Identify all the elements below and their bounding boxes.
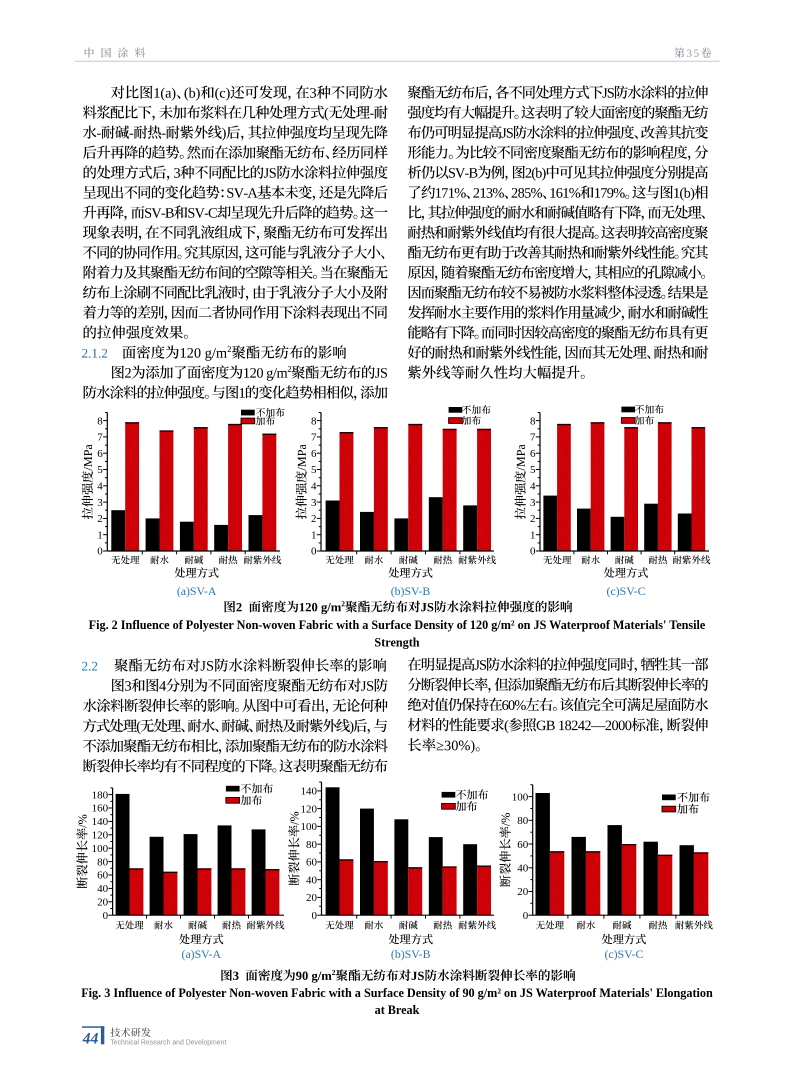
svg-text:0: 0 xyxy=(530,546,536,558)
svg-text:8: 8 xyxy=(311,415,317,427)
svg-text:7: 7 xyxy=(311,432,317,444)
svg-text:7: 7 xyxy=(97,432,103,444)
svg-text:(b)SV-B: (b)SV-B xyxy=(391,584,431,598)
svg-text:2: 2 xyxy=(311,513,317,525)
svg-text:(b)SV-B: (b)SV-B xyxy=(391,947,431,961)
svg-text:80: 80 xyxy=(517,815,529,827)
svg-text:0: 0 xyxy=(523,910,529,922)
svg-text:60: 60 xyxy=(306,857,318,869)
svg-text:100: 100 xyxy=(301,821,318,833)
svg-text:7: 7 xyxy=(530,432,536,444)
svg-text:2: 2 xyxy=(530,513,536,525)
svg-text:1: 1 xyxy=(311,529,317,541)
svg-text:8: 8 xyxy=(530,415,536,427)
svg-text:20: 20 xyxy=(97,897,109,909)
svg-text:140: 140 xyxy=(92,816,109,828)
svg-text:1: 1 xyxy=(530,529,536,541)
svg-text:0: 0 xyxy=(312,910,318,922)
svg-text:Strength: Strength xyxy=(374,635,419,649)
svg-text:6: 6 xyxy=(311,448,317,460)
svg-text:3: 3 xyxy=(97,497,103,509)
svg-text:(c)SV-C: (c)SV-C xyxy=(604,947,643,961)
svg-text:120: 120 xyxy=(301,803,318,815)
svg-text:8: 8 xyxy=(97,415,103,427)
svg-text:4: 4 xyxy=(97,481,103,493)
svg-text:40: 40 xyxy=(306,874,318,886)
svg-text:4: 4 xyxy=(311,481,317,493)
svg-text:1: 1 xyxy=(97,529,103,541)
svg-text:4: 4 xyxy=(530,481,536,493)
svg-text:40: 40 xyxy=(97,883,109,895)
svg-text:5: 5 xyxy=(530,464,536,476)
svg-text:140: 140 xyxy=(301,786,318,798)
svg-text:(a)SV-A: (a)SV-A xyxy=(182,947,222,961)
svg-text:Fig. 3 Influence of Polyeste: Fig. 3 Influence of Polyester Non-woven … xyxy=(81,986,713,1000)
svg-text:5: 5 xyxy=(311,464,317,476)
svg-text:0: 0 xyxy=(311,546,317,558)
svg-text:0: 0 xyxy=(103,910,109,922)
svg-text:120: 120 xyxy=(92,830,109,842)
svg-text:180: 180 xyxy=(92,789,109,801)
svg-text:3: 3 xyxy=(311,497,317,509)
svg-text:60: 60 xyxy=(97,870,109,882)
svg-text:Fig. 2 Influence of Polyeste: Fig. 2 Influence of Polyester Non-woven … xyxy=(89,618,706,632)
svg-text:100: 100 xyxy=(512,791,529,803)
svg-text:(c)SV-C: (c)SV-C xyxy=(607,584,646,598)
svg-text:3: 3 xyxy=(530,497,536,509)
svg-text:44: 44 xyxy=(82,1031,99,1048)
svg-text:Technical Research and Develop: Technical Research and Development xyxy=(110,1040,226,1047)
svg-text:6: 6 xyxy=(530,448,536,460)
svg-text:100: 100 xyxy=(92,843,109,855)
svg-text:6: 6 xyxy=(97,448,103,460)
svg-text:2: 2 xyxy=(97,513,103,525)
svg-text:at Break: at Break xyxy=(375,1003,420,1017)
svg-text:20: 20 xyxy=(517,886,529,898)
svg-text:0: 0 xyxy=(97,546,103,558)
svg-text:160: 160 xyxy=(92,803,109,815)
svg-text:40: 40 xyxy=(517,863,529,875)
svg-text:(a)SV-A: (a)SV-A xyxy=(177,584,217,598)
svg-text:5: 5 xyxy=(97,464,103,476)
svg-text:20: 20 xyxy=(306,892,318,904)
svg-text:80: 80 xyxy=(306,839,318,851)
svg-text:60: 60 xyxy=(517,839,529,851)
svg-text:80: 80 xyxy=(97,856,109,868)
